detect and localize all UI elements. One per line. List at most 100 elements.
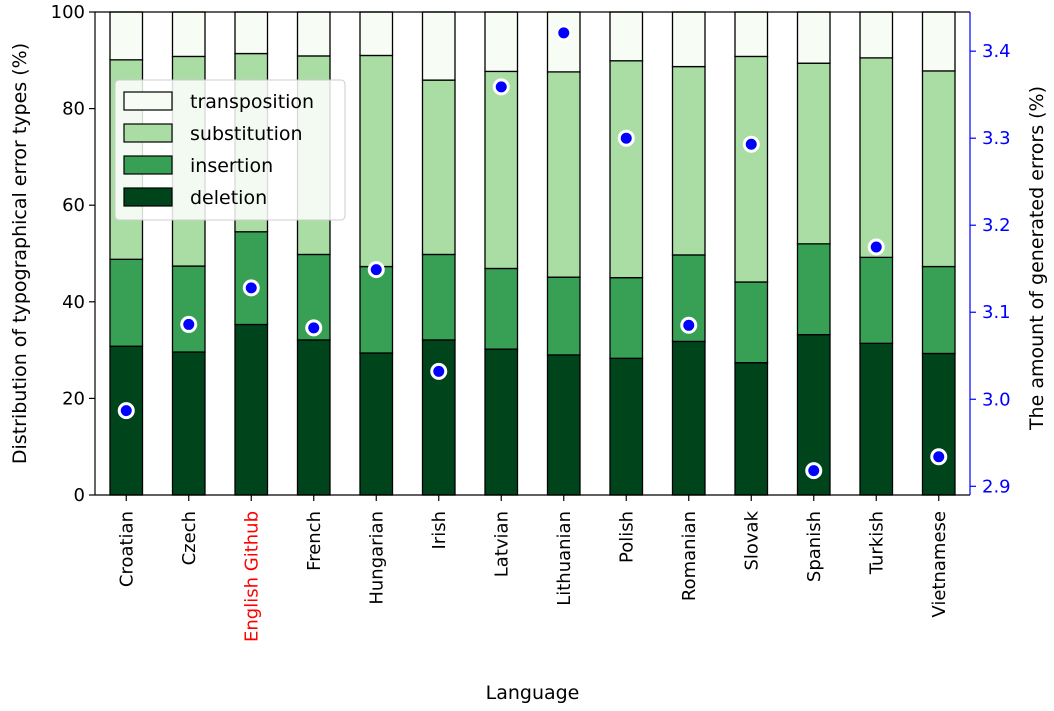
scatter-point — [742, 135, 760, 153]
y2-tick-label: 2.9 — [982, 476, 1011, 497]
bar-segment-insertion — [234, 231, 269, 326]
bar-segment-substitution — [421, 79, 456, 256]
x-tick-label: Romanian — [679, 511, 700, 601]
scatter-point — [867, 238, 885, 256]
y-tick-label: 80 — [62, 99, 85, 120]
bar-segment-substitution — [859, 57, 894, 259]
bar-segment-insertion — [484, 267, 519, 350]
right-y-axis: 2.9 3.0 3.1 3.2 3.3 3.4 — [970, 41, 1011, 497]
scatter-point — [242, 279, 260, 297]
bar-segment-substitution — [546, 71, 581, 278]
bar-segment-substitution — [484, 70, 519, 270]
x-tick-label: Lithuanian — [554, 511, 575, 606]
bar-segment-transposition — [859, 11, 894, 59]
bar-segment-deletion — [921, 352, 956, 496]
bar-segment-deletion — [234, 323, 269, 496]
legend-swatch-transposition — [123, 91, 173, 111]
x-axis-label: Language — [486, 682, 580, 704]
y2-tick-label: 3.0 — [982, 389, 1011, 410]
y-tick-label: 100 — [51, 2, 85, 23]
bar-segment-deletion — [171, 351, 206, 496]
bar-segment-transposition — [921, 11, 956, 72]
bar-segment-transposition — [734, 11, 769, 58]
bar-segment-substitution — [796, 62, 831, 245]
x-tick-label: Czech — [179, 511, 200, 565]
y2-tick-label: 3.2 — [982, 215, 1011, 236]
bar-segment-transposition — [171, 11, 206, 58]
bar-segment-substitution — [734, 55, 769, 283]
bar-segment-deletion — [734, 362, 769, 496]
bar-segment-substitution — [609, 60, 644, 279]
scatter-group — [117, 24, 948, 480]
x-tick-label: Hungarian — [366, 511, 387, 605]
x-tick-label: Slovak — [741, 510, 762, 570]
legend-label-transposition: transposition — [190, 91, 314, 113]
y2-tick-label: 3.1 — [982, 302, 1011, 323]
bar-segment-insertion — [609, 276, 644, 359]
y-tick-label: 20 — [62, 388, 85, 409]
legend: transposition substitution insertion deleti… — [114, 79, 346, 221]
x-tick-label: Croatian — [116, 511, 137, 587]
y2-tick-label: 3.3 — [982, 128, 1011, 149]
scatter-point — [305, 319, 323, 337]
y-axis-label: Distribution of typographical error type… — [9, 43, 31, 464]
bar-segment-deletion — [859, 342, 894, 496]
x-tick-label: French — [304, 511, 325, 571]
bar-segment-insertion — [171, 265, 206, 353]
legend-label-deletion: deletion — [190, 187, 267, 209]
y2-axis-label: The amount of generated errors (%) — [1026, 86, 1048, 431]
y-tick-label: 0 — [74, 485, 85, 506]
bar-segment-transposition — [484, 11, 519, 73]
x-tick-label: Latvian — [491, 511, 512, 577]
bar-segment-deletion — [609, 357, 644, 496]
scatter-point — [492, 78, 510, 96]
bar-segment-transposition — [609, 11, 644, 62]
bar-segment-transposition — [359, 11, 394, 57]
scatter-point — [430, 362, 448, 380]
legend-swatch-deletion — [123, 187, 173, 207]
legend-label-substitution: substitution — [190, 123, 303, 145]
x-tick-label: Polish — [616, 511, 637, 563]
bar-segment-transposition — [546, 11, 581, 73]
scatter-point — [180, 315, 198, 333]
bar-segment-insertion — [734, 281, 769, 364]
scatter-point — [680, 316, 698, 334]
bar-segment-deletion — [109, 345, 144, 496]
bar-segment-deletion — [484, 348, 519, 496]
y-tick-label: 60 — [62, 195, 85, 216]
scatter-point — [930, 448, 948, 466]
x-tick-label: English Github — [241, 511, 262, 642]
x-axis: Croatian Czech English Github French Hungari… — [116, 495, 950, 642]
bar-segment-insertion — [359, 265, 394, 354]
bar-segment-deletion — [671, 340, 706, 496]
bar-segment-insertion — [421, 253, 456, 341]
x-tick-label: Irish — [429, 511, 450, 550]
bar-segment-transposition — [109, 11, 144, 61]
bar-segment-deletion — [546, 354, 581, 496]
bar-segment-insertion — [546, 276, 581, 356]
scatter-point — [617, 129, 635, 147]
scatter-point — [555, 24, 573, 42]
scatter-point — [117, 402, 135, 420]
legend-swatch-substitution — [123, 123, 173, 143]
bar-segment-deletion — [296, 339, 331, 496]
y-tick-label: 40 — [62, 292, 85, 313]
x-tick-label: Vietnamese — [929, 511, 950, 618]
bar-segment-transposition — [671, 11, 706, 68]
legend-swatch-insertion — [123, 155, 173, 175]
bar-segment-substitution — [921, 70, 956, 268]
scatter-point — [367, 261, 385, 279]
bar-segment-substitution — [359, 54, 394, 268]
scatter-point — [805, 462, 823, 480]
bar-segment-substitution — [671, 65, 706, 256]
bar-segment-transposition — [796, 11, 831, 64]
x-tick-label: Spanish — [804, 511, 825, 582]
bar-segment-insertion — [921, 265, 956, 355]
legend-label-insertion: insertion — [190, 155, 273, 177]
bar-segment-transposition — [234, 11, 269, 55]
bar-segment-insertion — [796, 243, 831, 336]
bar-segment-insertion — [109, 258, 144, 347]
legend-box — [114, 79, 346, 221]
